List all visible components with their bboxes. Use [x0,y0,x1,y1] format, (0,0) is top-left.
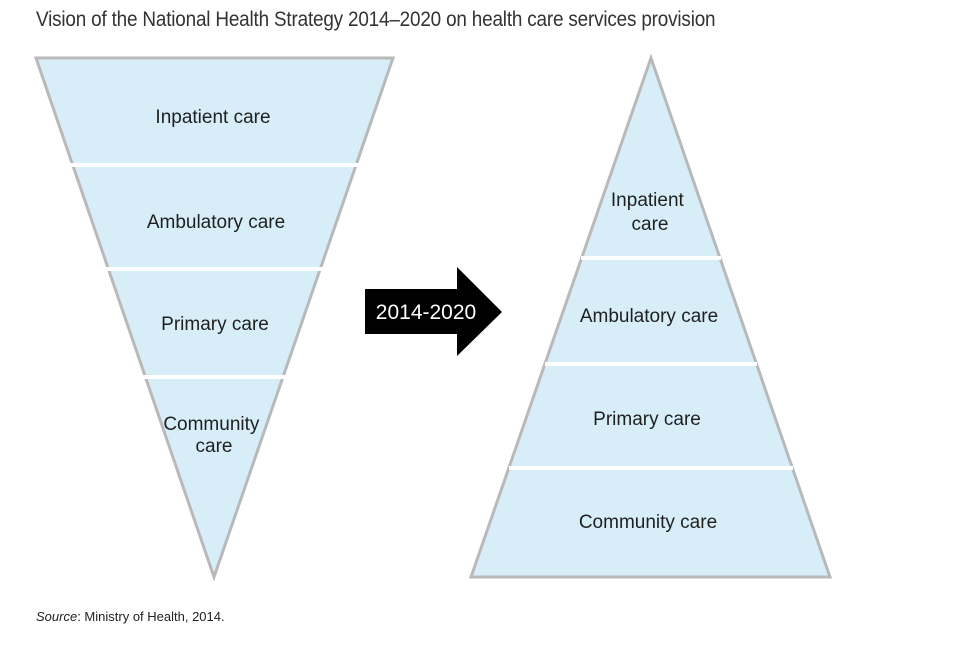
arrow-shape [365,267,502,356]
source-note: Source: Ministry of Health, 2014. [36,609,225,624]
source-text: : Ministry of Health, 2014. [77,609,225,624]
source-label: Source [36,609,78,624]
target-layer-primary: Primary care [593,409,701,430]
current-layer-community: Community care [163,414,264,457]
current-layer-primary: Primary care [161,314,269,335]
current-layer-ambulatory: Ambulatory care [147,212,285,233]
target-pyramid-shape [468,53,833,579]
current-layer-inpatient: Inpatient care [155,107,270,128]
target-pyramid: Inpatient care Ambulatory care Primary c… [468,53,833,579]
transition-arrow: 2014-2020 [365,267,502,356]
figure-title: Vision of the National Health Strategy 2… [36,8,716,31]
current-pyramid: Inpatient care Ambulatory care Primary c… [33,56,396,582]
current-pyramid-shape [33,56,396,582]
target-layer-ambulatory: Ambulatory care [580,306,718,327]
target-layer-community: Community care [579,512,717,533]
arrow-label: 2014-2020 [376,301,476,324]
target-layer-inpatient: Inpatient care [611,190,689,235]
